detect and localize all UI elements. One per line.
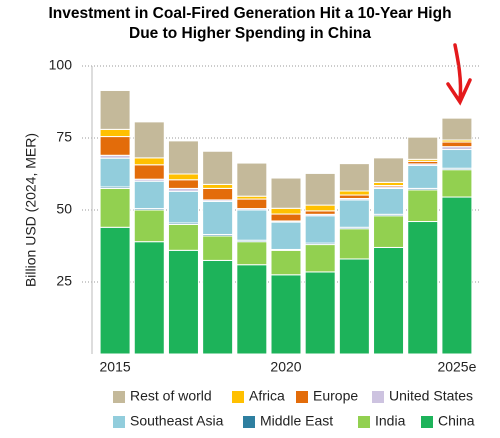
- bar-segment: [441, 149, 473, 169]
- bar-segment: [373, 187, 405, 215]
- bar-segment: [304, 172, 336, 206]
- x-tick-label: 2025e: [437, 359, 476, 375]
- bar-segment: [338, 199, 370, 228]
- legend-swatch: [232, 391, 244, 403]
- bar-segment: [236, 198, 268, 210]
- bar-segment: [133, 241, 165, 355]
- bar-segment: [202, 235, 234, 261]
- bar-segment: [99, 128, 131, 138]
- arrow-annotation: [446, 43, 472, 106]
- bar-segment: [270, 249, 302, 276]
- bar-segment: [270, 177, 302, 209]
- bar-segment: [304, 210, 336, 215]
- bar-segment: [99, 136, 131, 156]
- bar-segment: [338, 190, 370, 196]
- bar-segment: [441, 196, 473, 355]
- bar-segment: [373, 215, 405, 248]
- legend-label: Rest of world: [130, 388, 212, 404]
- bar-segment: [441, 117, 473, 141]
- bar-segment: [236, 162, 268, 197]
- y-tick-label: 75: [56, 129, 72, 145]
- bar-segment: [202, 200, 234, 235]
- bar-segment: [133, 157, 165, 166]
- bar-segment: [133, 180, 165, 210]
- legend-swatch: [113, 416, 125, 428]
- x-tick-label: 2015: [100, 359, 131, 375]
- bar-segment: [202, 150, 234, 185]
- legend-label: Southeast Asia: [130, 413, 224, 429]
- legend-label: Europe: [313, 388, 358, 404]
- bar-segment: [99, 187, 131, 228]
- bar-segment: [304, 244, 336, 273]
- bar-segment: [407, 164, 439, 189]
- legend-swatch: [113, 391, 125, 403]
- bar-segment: [338, 258, 370, 355]
- legend-label: Africa: [249, 388, 285, 404]
- bar-segment: [338, 163, 370, 192]
- bar-segment: [133, 121, 165, 159]
- y-tick-label: 100: [49, 57, 73, 73]
- bar-segment: [407, 221, 439, 355]
- bar-segment: [270, 221, 302, 250]
- legend-swatch: [421, 416, 433, 428]
- legend-swatch: [296, 391, 308, 403]
- bar-segment: [202, 187, 234, 201]
- bar-segment: [133, 164, 165, 180]
- legend-label: China: [438, 413, 475, 429]
- bar-segment: [441, 169, 473, 198]
- legend-label: Middle East: [260, 413, 333, 429]
- x-tick-label: 2020: [270, 359, 301, 375]
- bar-segment: [133, 209, 165, 243]
- bar-segment: [167, 249, 199, 355]
- bar-segment: [167, 223, 199, 251]
- bar-segment: [270, 274, 302, 355]
- bar-segment: [99, 89, 131, 130]
- bar-segment: [167, 140, 199, 175]
- bar-segment: [304, 215, 336, 244]
- bar-segment: [373, 246, 405, 355]
- bar-segment: [407, 189, 439, 223]
- bar-segment: [338, 228, 370, 260]
- bar-segment: [99, 226, 131, 355]
- bar-segment: [373, 157, 405, 183]
- bar-segment: [236, 209, 268, 241]
- bar-segment: [338, 194, 370, 199]
- bar-segment: [167, 173, 199, 181]
- bar-segment: [202, 183, 234, 189]
- bar-segment: [167, 179, 199, 189]
- chart-title: Investment in Coal-Fired Generation Hit …: [48, 5, 452, 42]
- bar-segment: [99, 157, 131, 188]
- legend-swatch: [372, 391, 384, 403]
- legend-swatch: [243, 416, 255, 428]
- bar-segment: [202, 259, 234, 355]
- legend-label: India: [375, 413, 406, 429]
- bar-segment: [236, 241, 268, 266]
- bar-segment: [236, 264, 268, 355]
- y-axis-label: Billion USD (2024, MER): [23, 133, 39, 287]
- y-tick-label: 50: [56, 201, 72, 217]
- bar-segment: [167, 190, 199, 224]
- bar-segment: [304, 204, 336, 212]
- legend-label: United States: [389, 388, 473, 404]
- bar-segment: [441, 141, 473, 148]
- bar-segment: [407, 136, 439, 160]
- bar-segment: [304, 271, 336, 355]
- bar-segment: [270, 213, 302, 222]
- legend-swatch: [358, 416, 370, 428]
- y-tick-label: 25: [56, 273, 72, 289]
- bar-segment: [270, 207, 302, 215]
